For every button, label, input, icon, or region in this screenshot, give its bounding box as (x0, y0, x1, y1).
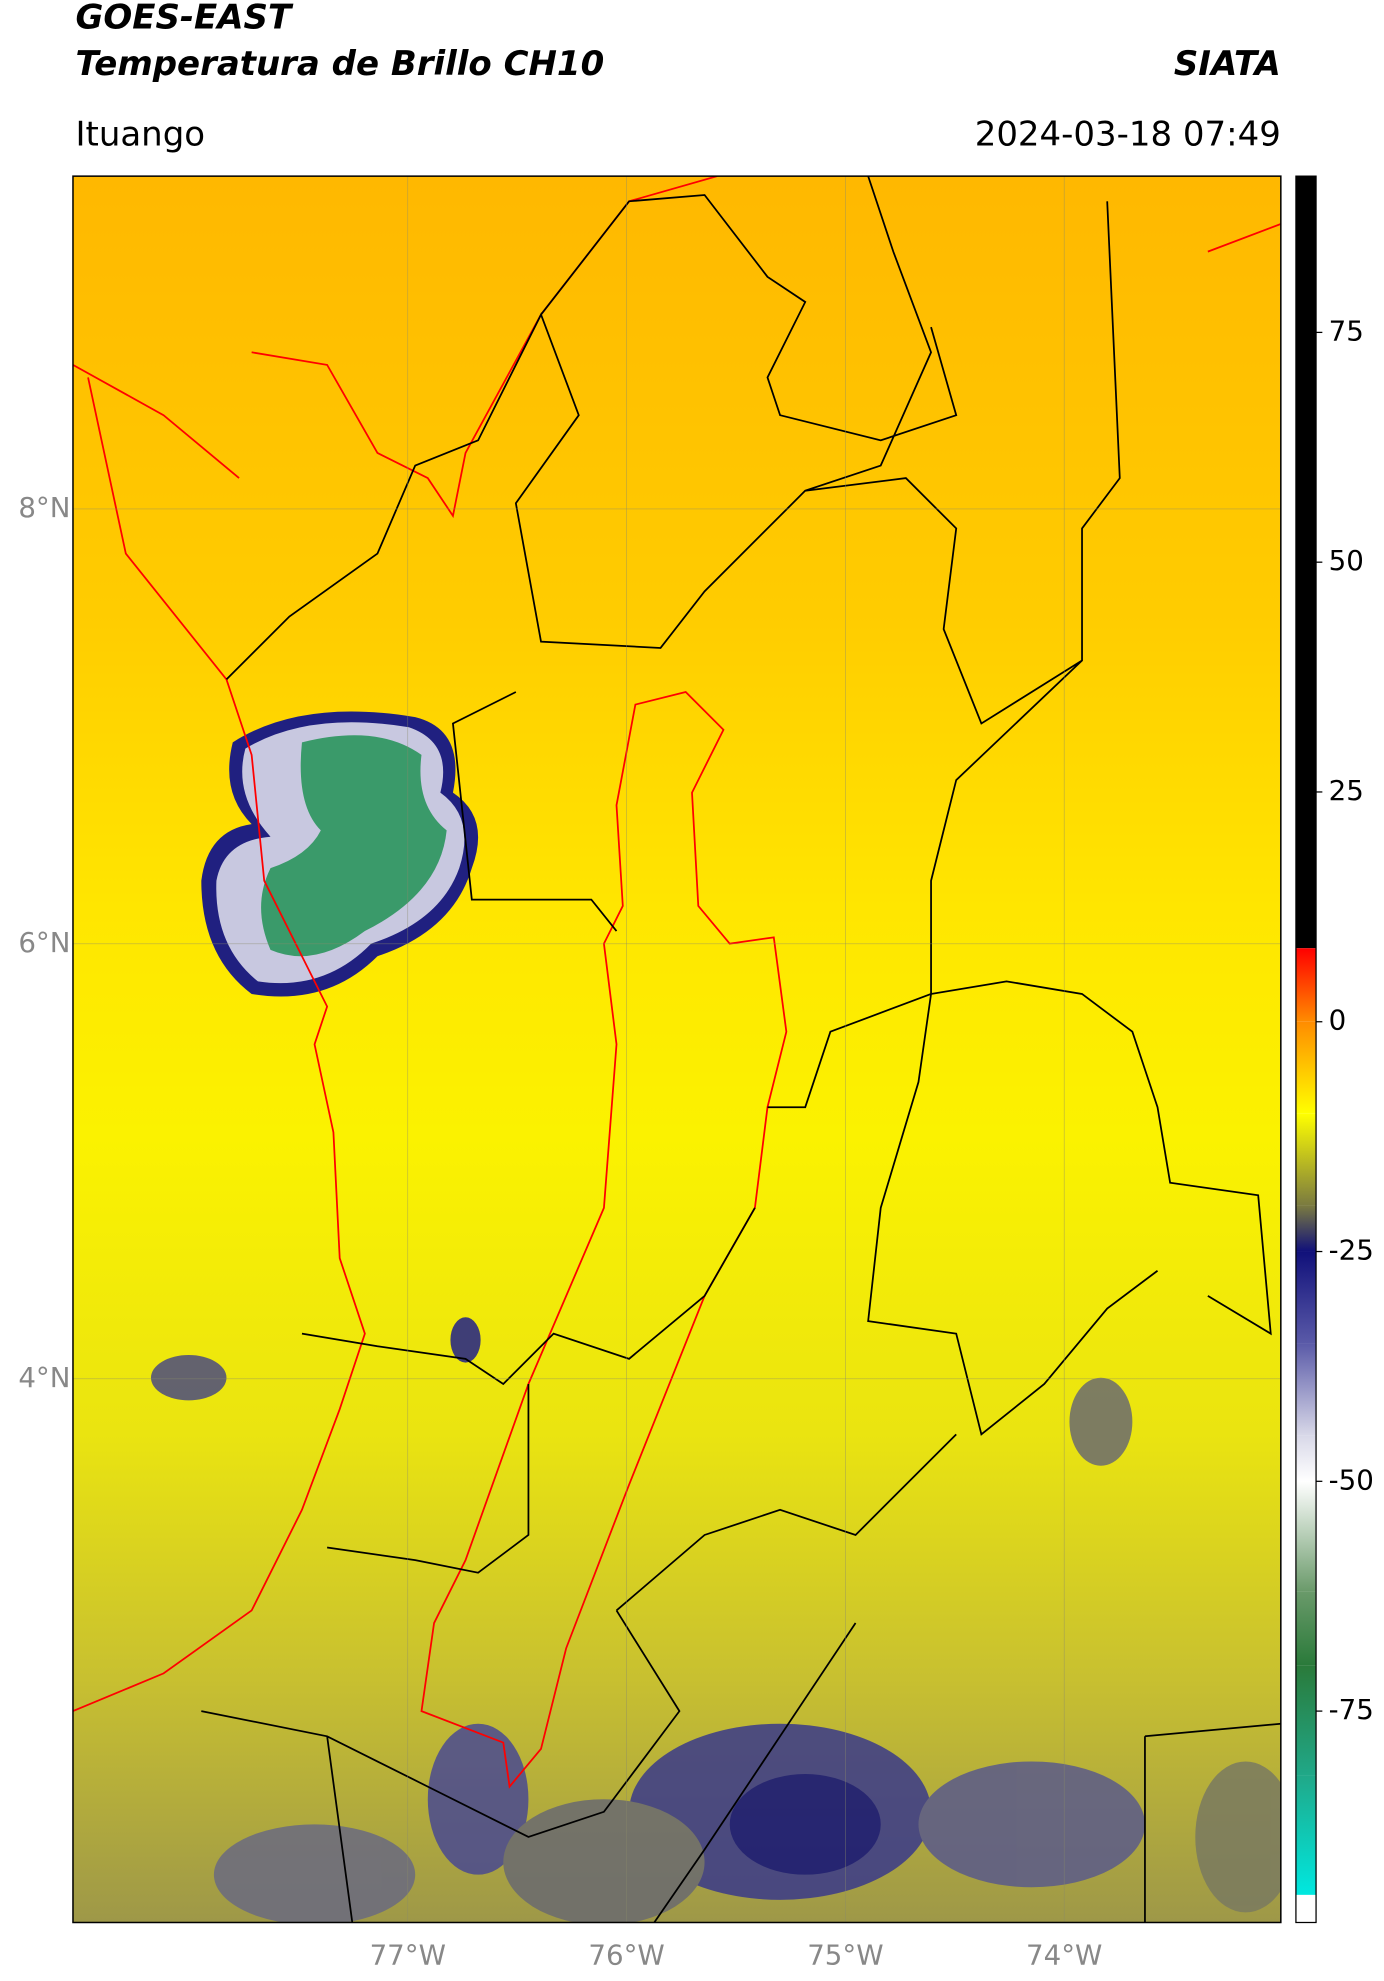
colorbar-segment (1295, 176, 1317, 949)
x-tick-label: 77°W (370, 1938, 446, 1971)
colorbar-tick-label: 75 (1329, 314, 1364, 347)
colorbar-tick-label: 50 (1329, 544, 1364, 577)
datetime: 2024-03-18 07:49 (975, 114, 1281, 154)
colorbar-segment (1295, 1435, 1317, 1482)
colorbar-segment (1295, 1481, 1317, 1592)
x-tick-label: 75°W (807, 1938, 883, 1971)
y-tick-label: 6°N (18, 926, 70, 959)
x-tick-label: 76°W (588, 1938, 664, 1971)
colorbar-segment (1295, 1775, 1317, 1895)
location: Ituango (75, 114, 205, 154)
colorbar-tick-label: -25 (1329, 1234, 1374, 1267)
colorbar-tick-label: -75 (1329, 1693, 1374, 1726)
axes: 77°W 76°W 75°W 74°W 8°N 6°N 4°N 75 50 25 0 -25 -50 -7… (18, 175, 1374, 1971)
storm-cell (201, 711, 479, 997)
colorbar-segment (1295, 1894, 1317, 1923)
colorbar-segment (1295, 948, 1317, 1022)
colorbar-segment (1295, 1205, 1317, 1252)
colorbar-segment (1295, 1113, 1317, 1206)
colorbar-tick-label: 25 (1329, 774, 1364, 807)
x-tick-label: 74°W (1026, 1938, 1102, 1971)
title: GOES-EAST (75, 0, 293, 37)
y-tick-label: 8°N (18, 491, 70, 524)
map-frame (72, 175, 1282, 1924)
borders (72, 176, 1281, 1923)
cold-cloud-patches (150, 1317, 1281, 1923)
subtitle: Temperatura de Brillo CH10 (75, 44, 604, 84)
colorbar-tick-label: -50 (1329, 1463, 1374, 1496)
colorbar-segment (1295, 1251, 1317, 1344)
source: SIATA (1174, 44, 1281, 84)
colorbar-segment (1295, 1665, 1317, 1776)
colorbar-frame (1295, 175, 1317, 1924)
y-tick-label: 4°N (18, 1361, 70, 1394)
map-image (72, 176, 1281, 1923)
colorbar-segment (1295, 1591, 1317, 1666)
background (72, 176, 1281, 1923)
colorbar-tick-label: 0 (1329, 1004, 1347, 1037)
colorbar-segment (1295, 1343, 1317, 1436)
colorbar-segment (1295, 1021, 1317, 1114)
